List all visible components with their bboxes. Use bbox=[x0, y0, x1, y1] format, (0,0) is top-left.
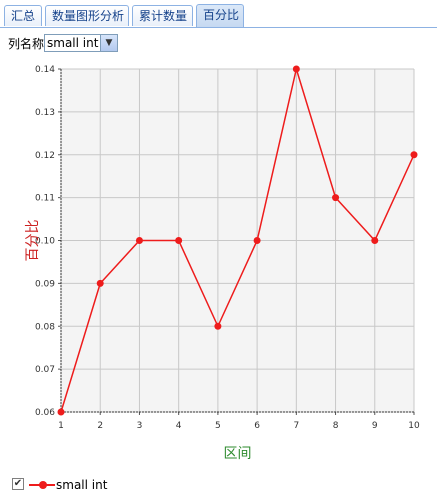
column-name-select[interactable]: small int ▼ bbox=[44, 34, 118, 52]
x-tick-label: 7 bbox=[293, 421, 299, 431]
data-point bbox=[214, 322, 222, 330]
y-axis-title: 百分比 bbox=[25, 220, 41, 262]
y-tick-label: 0.11 bbox=[35, 194, 55, 204]
column-name-label: 列名称 bbox=[8, 37, 45, 51]
tab-bar: 汇总 数量图形分析 累计数量 百分比 bbox=[0, 0, 437, 28]
x-tick-label: 2 bbox=[97, 421, 103, 431]
data-point bbox=[135, 237, 143, 244]
tab-cumulative-quantity[interactable]: 累计数量 bbox=[132, 5, 193, 26]
x-tick-label: 4 bbox=[176, 421, 182, 431]
data-point bbox=[332, 194, 340, 202]
data-point bbox=[253, 237, 261, 244]
chart-panel: 0.06 0.07 0.08 0.09 0.10 0.11 0.12 0.13 0.14 1 2 3 4… bbox=[5, 56, 435, 466]
percentage-line-chart: 0.06 0.07 0.08 0.09 0.10 0.11 0.12 0.13 0.14 1 2 3 4… bbox=[5, 56, 435, 466]
x-tick-label: 1 bbox=[58, 421, 64, 431]
tab-quantity-graph-analysis[interactable]: 数量图形分析 bbox=[45, 5, 129, 26]
tab-summary[interactable]: 汇总 bbox=[4, 5, 42, 26]
data-point bbox=[292, 65, 300, 73]
y-tick-label: 0.13 bbox=[35, 108, 55, 118]
y-tick-label: 0.06 bbox=[35, 408, 55, 418]
y-tick-label: 0.10 bbox=[35, 237, 55, 247]
data-point bbox=[371, 237, 379, 244]
chevron-down-icon[interactable]: ▼ bbox=[100, 35, 117, 51]
data-point bbox=[57, 408, 65, 416]
x-tick-label: 10 bbox=[408, 421, 420, 431]
y-tick-label: 0.14 bbox=[35, 65, 55, 75]
y-tick-label: 0.12 bbox=[35, 151, 55, 161]
series-toggle-checkbox[interactable]: ✔ bbox=[12, 478, 24, 490]
toolbar: 列名称 small int ▼ bbox=[8, 34, 118, 54]
data-point bbox=[175, 237, 183, 244]
data-point bbox=[410, 151, 418, 159]
x-tick-label: 8 bbox=[333, 421, 339, 431]
x-tick-label: 5 bbox=[215, 421, 221, 431]
legend-marker-icon bbox=[39, 481, 47, 489]
x-tick-label: 6 bbox=[254, 421, 260, 431]
series-line bbox=[60, 66, 415, 413]
legend-series-label: small int bbox=[56, 478, 108, 492]
y-tick-label: 0.07 bbox=[35, 365, 55, 375]
y-tick-label: 0.09 bbox=[35, 279, 55, 289]
x-tick-label: 9 bbox=[372, 421, 378, 431]
x-tick-label: 3 bbox=[137, 421, 143, 431]
tab-percentage[interactable]: 百分比 bbox=[196, 4, 244, 27]
y-tick-label: 0.08 bbox=[35, 322, 55, 332]
x-axis-title: 区间 bbox=[224, 446, 252, 462]
data-point bbox=[96, 279, 104, 287]
column-name-value: small int bbox=[47, 36, 99, 50]
